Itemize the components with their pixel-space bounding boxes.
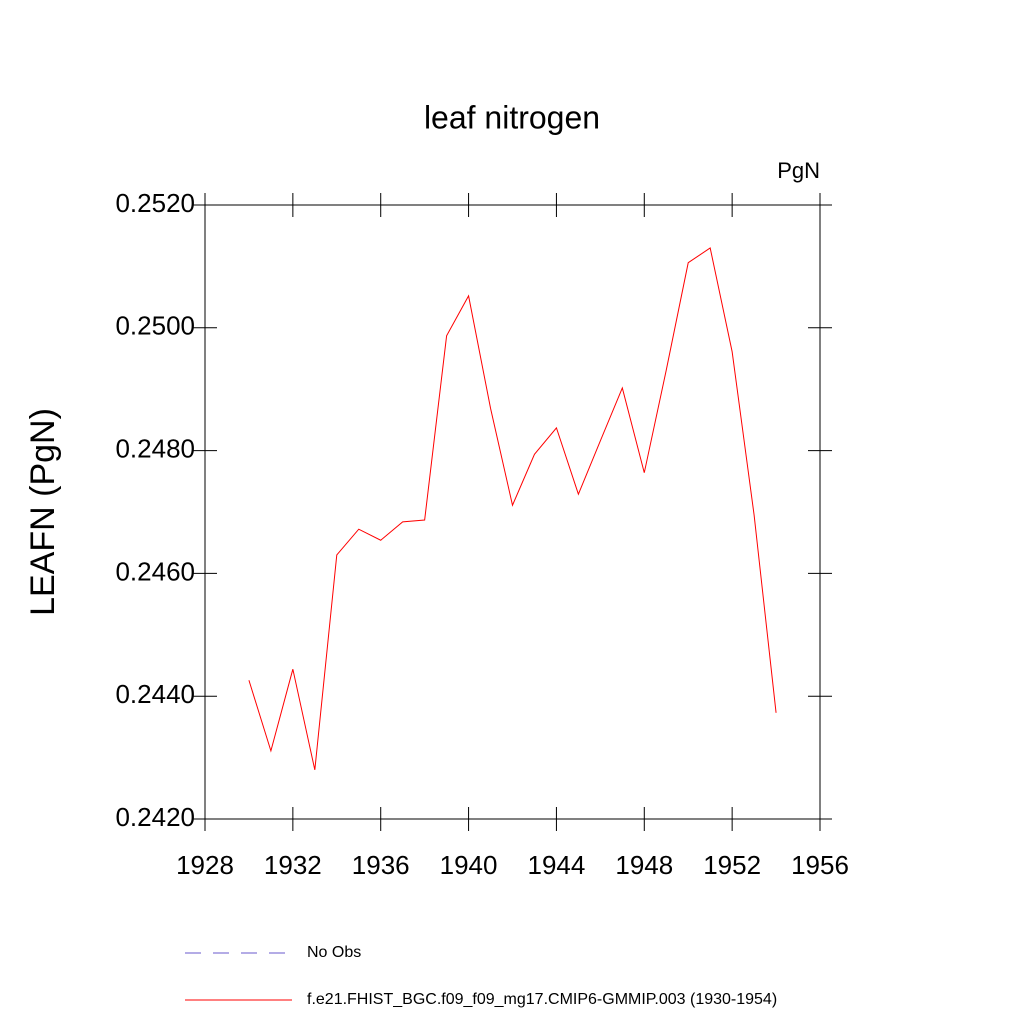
x-tick-label: 1948 [615, 850, 673, 880]
plot-frame [204, 204, 821, 820]
y-tick-label: 0.2480 [115, 433, 195, 463]
x-tick-label: 1944 [528, 850, 586, 880]
y-tick-label: 0.2520 [115, 188, 195, 218]
x-tick-label: 1952 [703, 850, 761, 880]
data-line [248, 247, 777, 770]
y-tick-label: 0.2440 [115, 679, 195, 709]
units-label: PgN [777, 158, 820, 183]
x-tick-label: 1928 [176, 850, 234, 880]
chart-title: leaf nitrogen [424, 99, 600, 135]
x-tick-label: 1936 [352, 850, 410, 880]
y-tick-label: 0.2460 [115, 556, 195, 586]
legend-label: f.e21.FHIST_BGC.f09_f09_mg17.CMIP6-GMMIP… [307, 991, 777, 1008]
x-tick-label: 1940 [440, 850, 498, 880]
x-tick-label: 1932 [264, 850, 322, 880]
x-tick-label: 1956 [791, 850, 849, 880]
y-axis-label: LEAFN (PgN) [24, 408, 62, 616]
y-tick-label: 0.2420 [115, 802, 195, 832]
legend-label: No Obs [307, 944, 361, 961]
y-tick-label: 0.2500 [115, 311, 195, 341]
